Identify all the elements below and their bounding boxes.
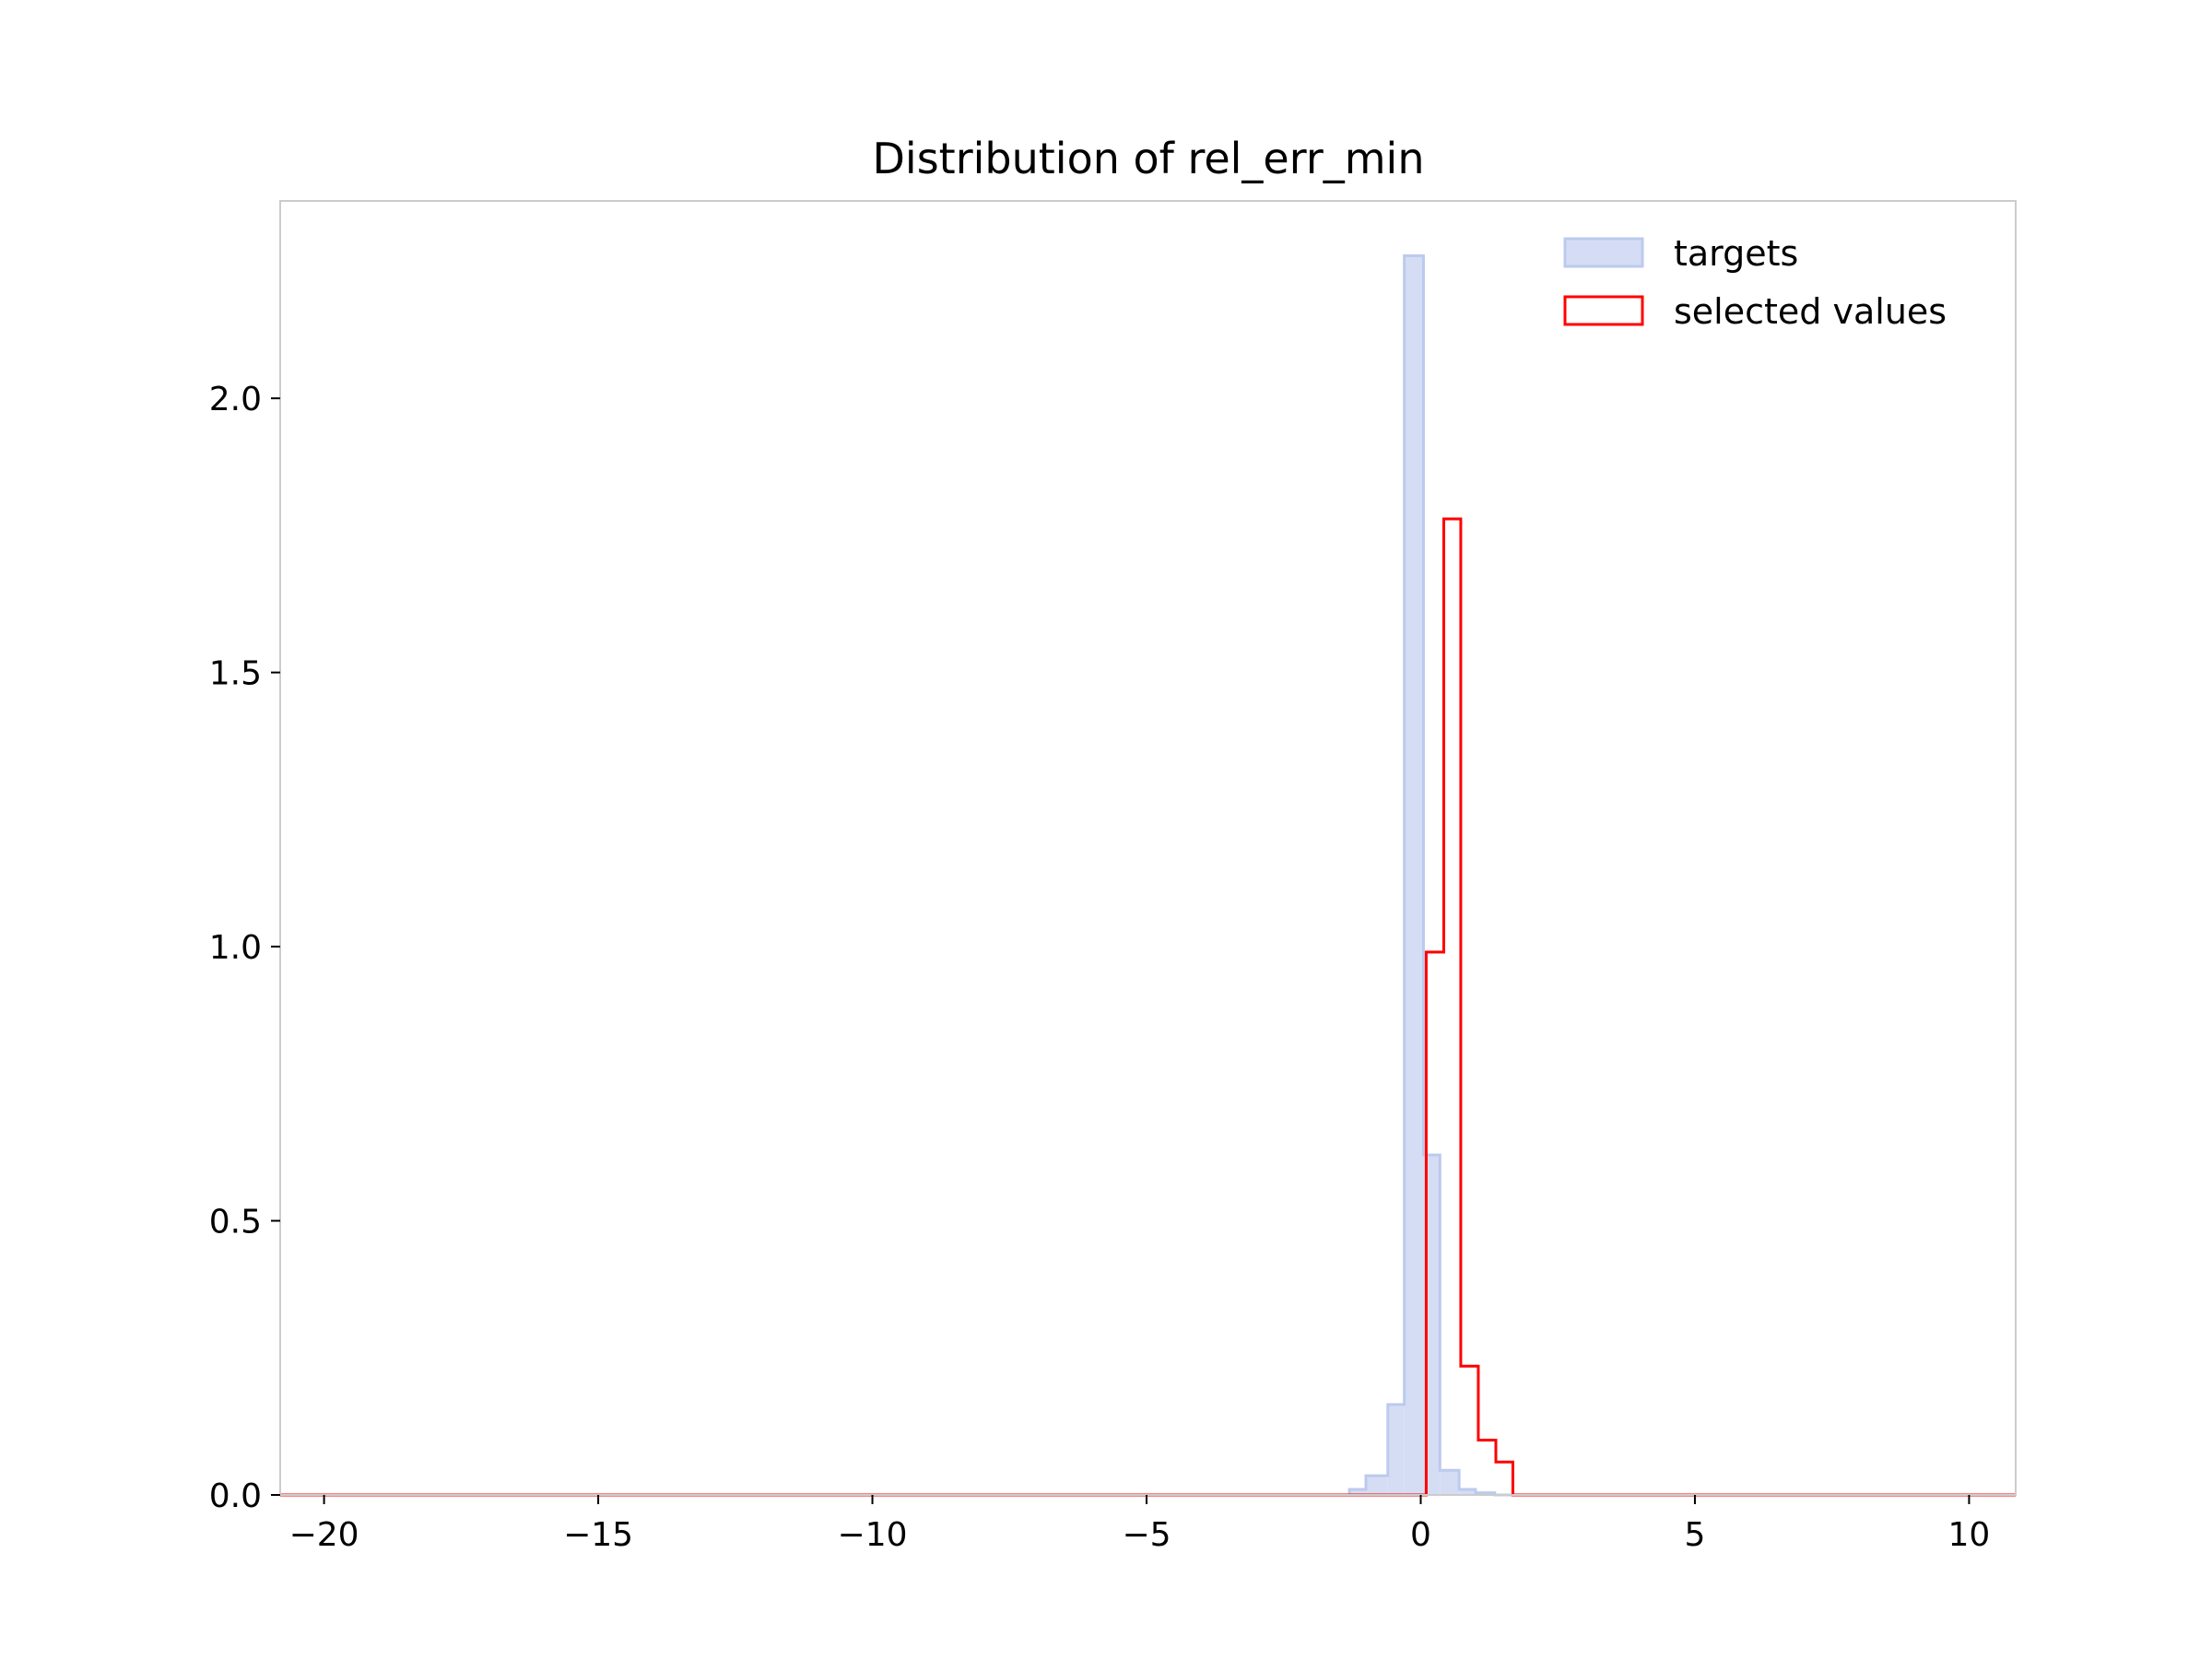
targets-bar [1365, 1476, 1388, 1495]
targets-outline [280, 253, 2016, 1497]
x-tick-label: −5 [1122, 1516, 1171, 1554]
plot-area [279, 200, 2017, 1497]
targets-series [280, 253, 2016, 1497]
targets-bar [1349, 1489, 1366, 1495]
legend-swatch-selected-values [1563, 295, 1644, 326]
selected-values-step-line [280, 517, 2016, 1497]
targets-bar [1459, 1489, 1476, 1495]
x-tick-label: 10 [1948, 1516, 1991, 1554]
y-axis: 0.0 0.5 1.0 1.5 2.0 [209, 381, 280, 1515]
targets-bar [1404, 255, 1424, 1496]
y-tick-label: 0.0 [209, 1477, 262, 1515]
plot-frame [279, 200, 2017, 1496]
x-tick-label: 0 [1410, 1516, 1431, 1554]
y-tick-label: 2.0 [209, 381, 262, 418]
x-tick-label: −20 [289, 1516, 359, 1554]
y-tick-label: 1.5 [209, 655, 262, 693]
legend: targets selected values [1563, 233, 1947, 332]
x-axis: −20 −15 −10 −5 0 5 10 [289, 1495, 1991, 1554]
legend-label-targets: targets [1674, 233, 1798, 274]
y-tick-label: 1.0 [209, 929, 262, 967]
targets-bar [1387, 1404, 1405, 1495]
y-tick-label: 0.5 [209, 1204, 262, 1241]
legend-swatch-targets [1563, 237, 1644, 268]
selected-values-series [280, 517, 2016, 1497]
targets-bar [1440, 1470, 1460, 1495]
legend-label-selected-values: selected values [1674, 291, 1947, 332]
x-tick-label: −10 [838, 1516, 908, 1554]
x-tick-label: 5 [1685, 1516, 1706, 1554]
x-tick-label: −15 [563, 1516, 633, 1554]
chart-title: Distribution of rel_err_min [873, 134, 1425, 183]
